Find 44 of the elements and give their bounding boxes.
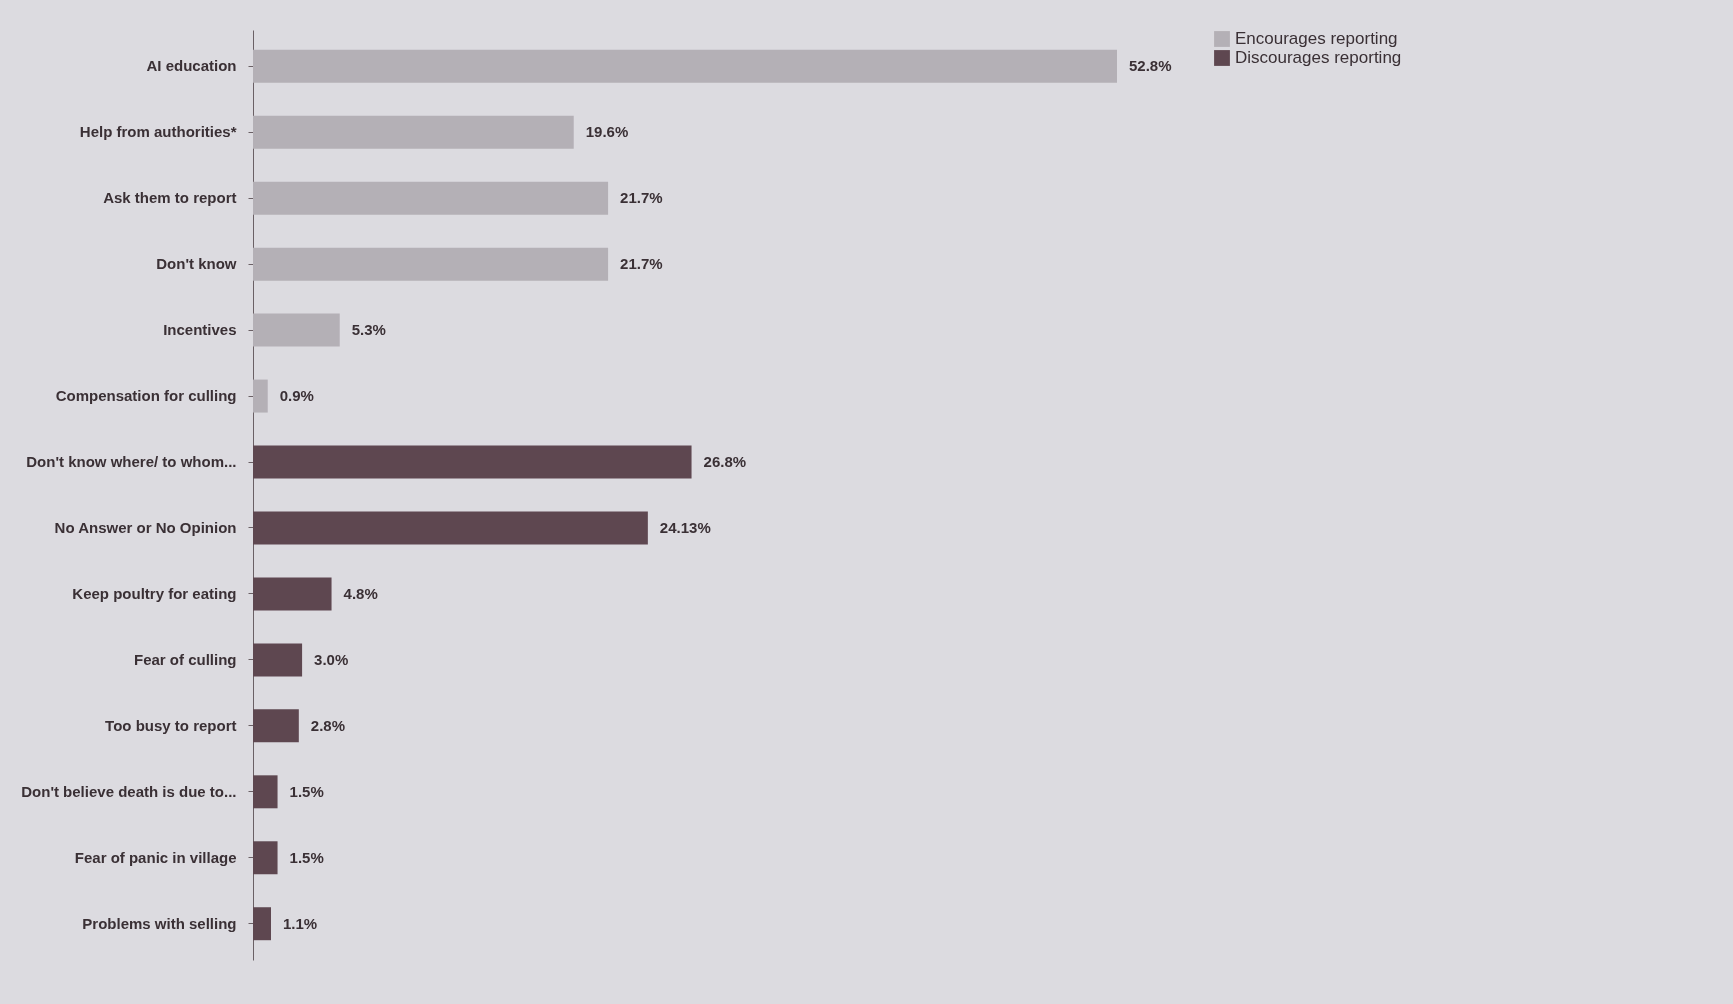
- data-label: 0.9%: [279, 387, 314, 405]
- data-label: 5.3%: [351, 321, 386, 339]
- data-label: 24.13%: [659, 518, 711, 536]
- y-tick-label: Ask them to report: [103, 189, 237, 207]
- y-tick-label: Fear of culling: [133, 650, 237, 668]
- bar: [253, 313, 340, 347]
- data-label: 21.7%: [620, 189, 663, 207]
- data-label: 52.8%: [1129, 57, 1172, 75]
- bar: [253, 709, 299, 743]
- y-tick-label: AI education: [146, 57, 237, 75]
- bar: [253, 775, 278, 809]
- bar: [253, 247, 609, 281]
- y-tick-label: Help from authorities*: [79, 123, 237, 141]
- bar: [253, 49, 1117, 83]
- data-label: 1.5%: [289, 848, 324, 866]
- bar: [253, 115, 574, 149]
- bar: [253, 379, 268, 413]
- y-tick-label: Problems with selling: [82, 914, 237, 932]
- data-label: 3.0%: [314, 650, 349, 668]
- data-label: 21.7%: [620, 255, 663, 273]
- bar: [253, 445, 692, 479]
- bar: [253, 841, 278, 875]
- y-tick-label: Keep poultry for eating: [72, 584, 237, 602]
- y-tick-label: Incentives: [163, 321, 237, 339]
- legend-label: Encourages reporting: [1235, 29, 1398, 48]
- data-label: 2.8%: [310, 716, 346, 734]
- y-tick-label: Don't believe death is due to...: [21, 782, 237, 800]
- bar: [253, 643, 303, 677]
- legend-label: Discourages reporting: [1235, 48, 1402, 67]
- bar: [253, 511, 648, 545]
- y-tick-label: Compensation for culling: [55, 387, 237, 405]
- data-label: 19.6%: [585, 123, 629, 141]
- data-label: 1.1%: [283, 914, 318, 932]
- data-label: 26.8%: [703, 453, 747, 471]
- y-tick-label: Don't know: [156, 255, 237, 273]
- y-tick-label: Too busy to report: [105, 716, 237, 734]
- bar: [253, 181, 609, 215]
- bar: [253, 907, 271, 941]
- data-label: 1.5%: [289, 782, 324, 800]
- y-tick-label: Fear of panic in village: [74, 848, 237, 866]
- y-tick-label: Don't know where/ to whom...: [26, 453, 237, 471]
- y-tick-label: No Answer or No Opinion: [54, 518, 237, 536]
- data-label: 4.8%: [343, 584, 378, 602]
- bar: [253, 577, 332, 611]
